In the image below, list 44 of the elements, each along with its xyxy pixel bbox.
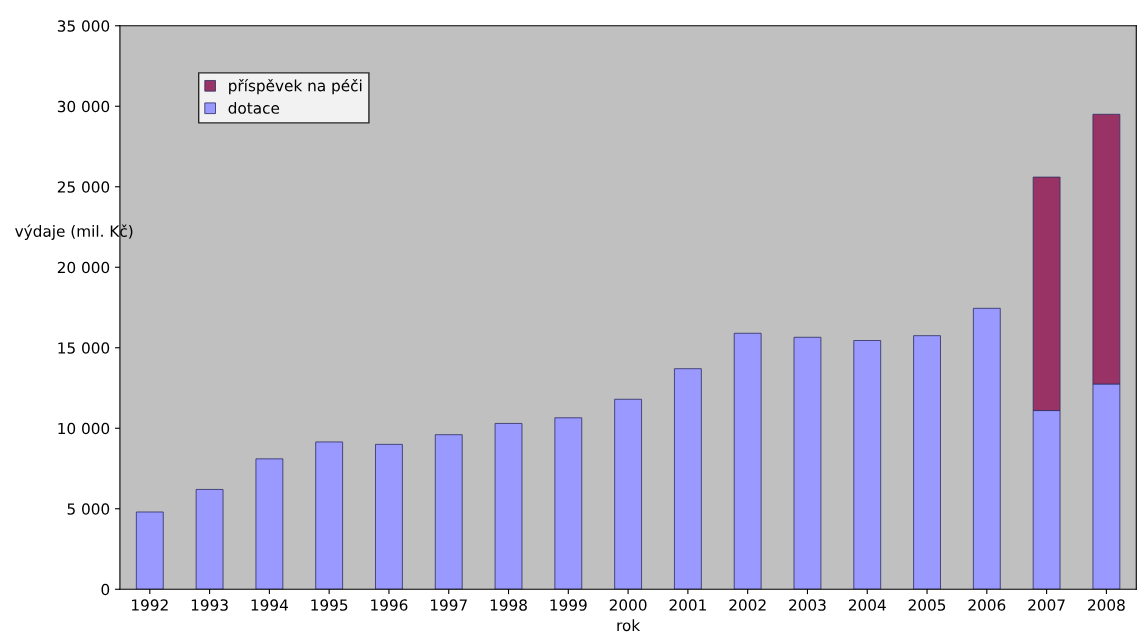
x-tick-label: 1996	[371, 599, 408, 611]
bar	[913, 335, 941, 590]
bar	[674, 368, 702, 590]
bar	[853, 340, 882, 590]
legend-label: příspěvek na péči	[229, 78, 362, 95]
legend-label: dotace	[228, 101, 280, 114]
x-tick-label: 2000	[609, 599, 647, 611]
y-tick-label: 0	[101, 583, 110, 596]
x-tick-label: 2002	[729, 599, 766, 611]
x-tick-label: 1992	[132, 599, 168, 611]
x-tick-label: 2001	[669, 599, 706, 611]
x-tick-label: 2008	[1088, 599, 1125, 611]
y-tick-label: 25 000	[57, 181, 110, 193]
bar	[434, 434, 463, 590]
bar	[375, 443, 403, 590]
bar	[554, 417, 583, 590]
bar	[494, 423, 523, 590]
bar	[135, 511, 164, 590]
bar	[972, 307, 1001, 590]
x-tick-label: 1995	[311, 599, 348, 611]
bar	[733, 332, 762, 590]
x-tick-label: 2007	[1028, 599, 1065, 611]
bar	[255, 458, 284, 590]
y-axis-title: výdaje (mil. Kč)	[15, 224, 133, 240]
y-tick-label: 20 000	[57, 261, 110, 274]
x-tick-label: 2004	[848, 599, 886, 611]
x-tick-label: 1999	[550, 599, 587, 611]
x-tick-label: 1993	[191, 599, 228, 611]
x-tick-label: 2003	[789, 599, 826, 611]
y-tick-label: 30 000	[57, 100, 110, 113]
y-tick-label: 5 000	[67, 503, 110, 515]
x-tick-label: 1998	[490, 599, 527, 611]
y-tick-label: 10 000	[58, 422, 110, 435]
x-tick-label: 2005	[908, 599, 946, 611]
x-axis-title: rok	[617, 619, 641, 632]
x-tick-label: 2006	[968, 599, 1006, 611]
bar	[793, 336, 822, 590]
bar	[315, 441, 344, 590]
bar	[614, 398, 642, 590]
y-tick-label: 35 000	[57, 20, 110, 32]
x-tick-label: 1997	[430, 599, 467, 611]
x-tick-label: 1994	[251, 599, 288, 611]
y-tick-label: 15 000	[58, 342, 110, 354]
bar	[195, 489, 224, 590]
